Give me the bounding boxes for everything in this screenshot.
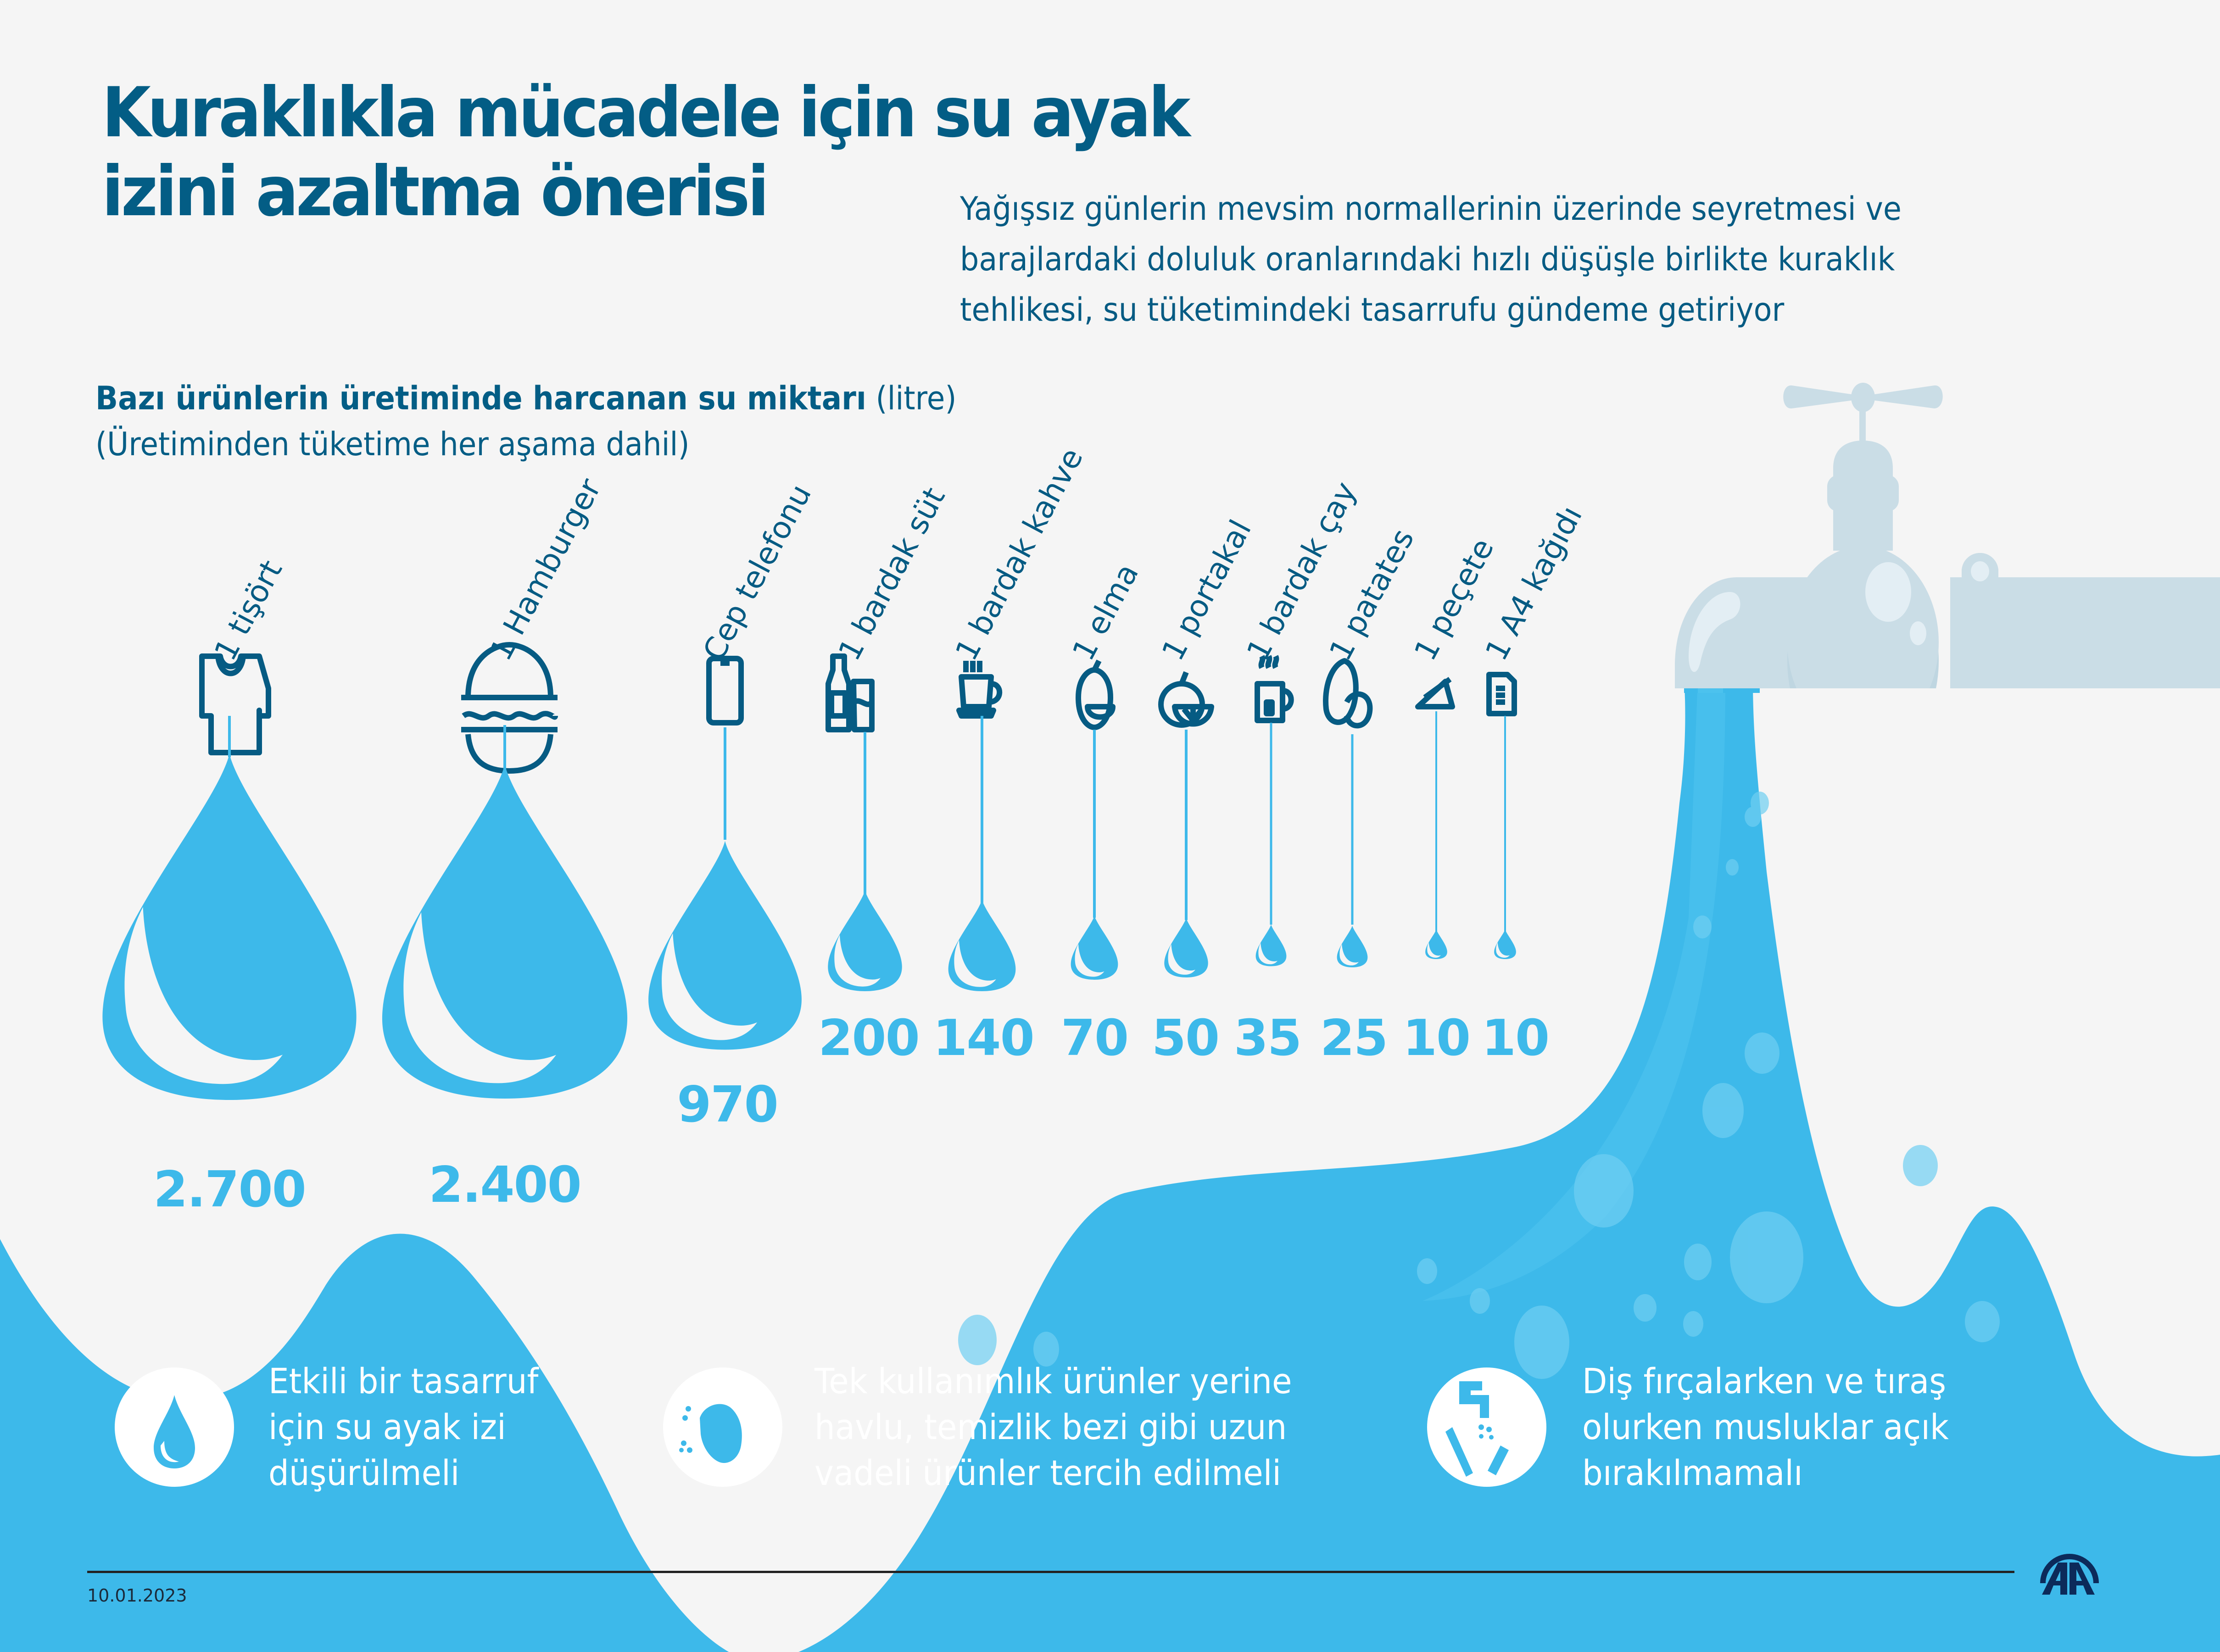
lead-line-1: Yağışsız günlerin mevsim normallerinin ü…: [960, 190, 1902, 228]
value-milk: 200: [818, 1010, 920, 1067]
value-coffee: 140: [933, 1010, 1034, 1067]
value-hamburger: 2.400: [429, 1156, 582, 1214]
value-tea: 35: [1233, 1010, 1302, 1067]
drop-napkin: [1425, 929, 1447, 959]
value-orange: 50: [1151, 1010, 1220, 1067]
napkin-icon: [1415, 677, 1455, 709]
drop-apple: [1071, 915, 1118, 980]
page-title: Kuraklıkla mücadele için su ayak izini a…: [102, 73, 1191, 232]
title-line-2: izini azaltma önerisi: [102, 152, 769, 232]
tip-3-icon-circle: [1427, 1367, 1546, 1487]
section-heading-unit: (litre): [866, 380, 957, 417]
phone-icon: [706, 656, 744, 726]
drop-paper: [1494, 929, 1516, 959]
section-subheading: (Üretiminden tüketime her aşama dahil): [95, 425, 690, 463]
value-napkin: 10: [1402, 1010, 1471, 1067]
drop-phone: [648, 841, 802, 1050]
section-heading-bold: Bazı ürünlerin üretiminde harcanan su mi…: [95, 380, 867, 417]
product-icons: [199, 642, 1517, 774]
value-paper: 10: [1481, 1010, 1550, 1067]
drop-hamburger: [382, 765, 628, 1099]
drop-orange: [1164, 918, 1208, 977]
tip-2-text: Tek kullanımlık ürünler yerine havlu, te…: [814, 1361, 1292, 1493]
value-apple: 70: [1060, 1010, 1129, 1067]
tea-icon: [1255, 655, 1294, 723]
coffee-icon: [956, 661, 1003, 719]
section-heading: Bazı ürünlerin üretiminde harcanan su mi…: [95, 375, 956, 467]
drop-tshirt: [102, 754, 357, 1100]
value-phone: 970: [677, 1076, 778, 1133]
title-line-1: Kuraklıkla mücadele için su ayak: [102, 73, 1191, 153]
drop-coffee: [948, 899, 1016, 991]
milk-icon: [826, 653, 875, 732]
water-drop-icon: [154, 1395, 195, 1468]
lead-paragraph: Yağışsız günlerin mevsim normallerinin ü…: [960, 184, 1902, 335]
aa-logo-icon: [2040, 1554, 2099, 1595]
potato-icon: [1323, 658, 1373, 729]
tip-3-text: Diş fırçalarken ve tıraş olurken muslukl…: [1582, 1361, 1949, 1493]
value-tshirt: 2.700: [153, 1161, 307, 1218]
orange-icon: [1158, 671, 1214, 728]
value-potato: 25: [1320, 1010, 1388, 1067]
water-drop-chart: [102, 711, 1516, 1100]
apple-icon: [1076, 659, 1116, 730]
tip-2-icon-circle: [663, 1367, 782, 1487]
faucet-illustration: [1675, 383, 2220, 688]
lead-line-2: barajlardaki doluluk oranlarındaki hızlı…: [960, 240, 1895, 278]
drop-potato: [1337, 926, 1368, 967]
footer-divider: [87, 1571, 2014, 1573]
tip-1-icon-circle: [115, 1367, 234, 1487]
hamburger-icon: [461, 642, 558, 774]
lead-line-3: tehlikesi, su tüketimindeki tasarrufu gü…: [960, 291, 1785, 329]
paper-icon: [1486, 672, 1517, 716]
cleaning-cloth-icon: [679, 1404, 742, 1463]
faucet-toothbrush-icon: [1445, 1381, 1509, 1477]
drop-milk: [828, 890, 902, 991]
drop-tea: [1255, 924, 1287, 966]
publish-date: 10.01.2023: [87, 1585, 187, 1606]
tshirt-icon: [199, 653, 271, 755]
tip-1-text: Etkili bir tasarruf için su ayak izi düş…: [268, 1361, 539, 1493]
